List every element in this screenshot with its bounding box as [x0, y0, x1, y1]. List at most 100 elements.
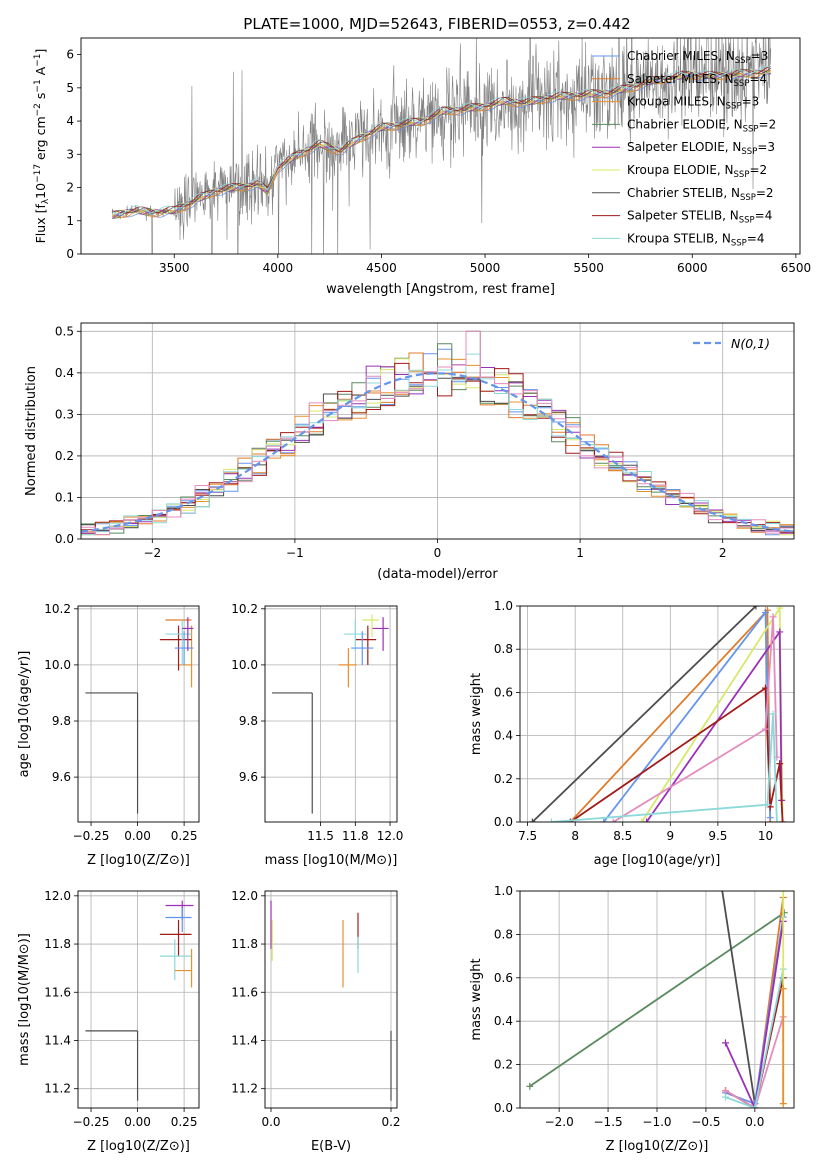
y-tick-label: 0.6 [494, 685, 513, 699]
x-axis-label: age [log10(age/yr)] [594, 853, 721, 868]
weight-marker [763, 801, 771, 809]
axes-frame [519, 890, 795, 1109]
legend-count: =2 [756, 186, 774, 200]
chart-residuals: −2 −1 0 1 2 0.0 0.1 0.2 0.3 0.4 0.5 (data-model)/er… [24, 322, 795, 582]
weight-marker [769, 613, 777, 621]
legend-count: =2 [759, 117, 777, 131]
y-tick-label: 10.2 [231, 602, 258, 616]
chart-age-vs-Z: −0.25 0.00 0.25 9.6 9.8 10.0 10.2 Z [log10(Z/Z⊙… [17, 602, 200, 868]
legend-model: Salpeter ELODIE, N [627, 140, 741, 154]
legend-count: =3 [751, 49, 769, 63]
x-tick-label: 0 [434, 546, 442, 560]
x-tick-label: 0.2 [381, 1115, 400, 1129]
label-part: λ [41, 198, 51, 204]
x-axis-label: wavelength [Angstrom, rest frame] [326, 282, 555, 297]
chart-mass-weight-vs-Z: −2.0 −1.5 −1.0 −0.5 0.0 0.0 0.2 0.4 0.6 0.8 1.0 Z [… [469, 884, 795, 1154]
weight-marker [779, 1100, 787, 1108]
y-tick-label: 11.8 [231, 937, 258, 951]
weight-line [551, 713, 778, 822]
weight-marker [643, 818, 651, 822]
x-tick-label: −2 [143, 546, 161, 560]
legend-model: Salpeter STELIB, N [627, 209, 739, 223]
y-tick-label: 0.2 [55, 449, 74, 463]
plot-area [265, 891, 397, 1108]
y-axis-label: Flux [fλ10−17 erg cm−2 s−1 A−1] [33, 49, 51, 244]
label-part: −1 [33, 79, 43, 92]
axes-frame [264, 890, 398, 1109]
label-part: ] [33, 49, 48, 54]
legend-model: Salpeter MILES, N [627, 72, 734, 86]
legend-count: =2 [749, 163, 767, 177]
x-tick-label: 5000 [470, 261, 501, 275]
y-tick-label: 11.2 [44, 1082, 71, 1096]
y-tick-label: 0.0 [55, 532, 74, 546]
x-tick-label: 0.00 [124, 1115, 151, 1129]
weight-marker [638, 818, 646, 822]
plot-area [111, 38, 772, 254]
legend-label: Salpeter MILES, NSSP=4 [627, 72, 767, 89]
legend-label: Kroupa ELODIE, NSSP=2 [627, 163, 767, 180]
y-tick-label: 11.6 [44, 985, 71, 999]
weight-marker [609, 818, 617, 822]
legend-sub: SSP [739, 216, 755, 226]
weight-marker [776, 760, 784, 768]
axes-frame [80, 37, 801, 255]
y-tick-label: 0.4 [494, 1014, 513, 1028]
model-spectrum-line [112, 66, 772, 214]
legend-sub: SSP [743, 124, 759, 134]
axes-frame [80, 322, 795, 540]
y-tick-label: 11.8 [44, 937, 71, 951]
weight-line [725, 968, 785, 1108]
legend-label: Kroupa STELIB, NSSP=4 [627, 231, 765, 248]
y-tick-label: 0.0 [494, 815, 513, 829]
data-spectrum-line [111, 38, 772, 254]
weight-marker [722, 1093, 729, 1101]
y-tick-label: 5 [66, 81, 74, 95]
weight-marker [722, 1039, 729, 1047]
chart-mass-weight-vs-age: 7.5 8 8.5 9 9.5 10 0.0 0.2 0.4 0.6 0.8 1.0 age [log1… [469, 599, 795, 868]
y-tick-label: 0.3 [55, 407, 74, 421]
x-tick-label: 7.5 [518, 829, 537, 843]
x-tick-label: 0.25 [171, 1115, 198, 1129]
x-tick-label: 8.5 [613, 829, 632, 843]
model-spectrum-line [112, 66, 772, 214]
x-tick-label: 10 [758, 829, 773, 843]
y-tick-label: 9.6 [239, 770, 258, 784]
label-part: −17 [33, 164, 43, 183]
y-axis-label: age [log10(age/yr)] [17, 651, 32, 778]
weight-line [721, 891, 756, 1104]
y-tick-label: 1 [66, 214, 74, 228]
legend-label: Salpeter STELIB, NSSP=4 [627, 209, 772, 226]
x-tick-label: 9.5 [708, 829, 727, 843]
x-tick-label: 11.8 [342, 829, 369, 843]
x-tick-label: 6500 [781, 261, 812, 275]
y-tick-label: 11.6 [231, 985, 258, 999]
label-part: Flux [f [33, 204, 48, 244]
x-tick-label: 4500 [366, 261, 397, 275]
x-axis-label: mass [log10(M/M⊙)] [265, 853, 398, 868]
x-tick-label: 2 [719, 546, 727, 560]
y-tick-label: 10.0 [44, 658, 71, 672]
x-tick-label: 0.00 [124, 829, 151, 843]
weight-line [724, 921, 785, 1108]
x-tick-label: −1 [286, 546, 304, 560]
weight-marker [600, 818, 608, 822]
y-tick-label: 10.0 [231, 658, 258, 672]
weight-marker [773, 818, 781, 822]
label-part: −2 [33, 103, 43, 116]
x-tick-label: 11.5 [307, 829, 334, 843]
weight-marker [761, 608, 769, 616]
x-tick-label: 12.0 [377, 829, 404, 843]
y-tick-label: 1.0 [494, 884, 513, 898]
y-tick-label: 0.4 [494, 729, 513, 743]
x-tick-label: 3500 [159, 261, 190, 275]
x-tick-label: −0.5 [691, 1115, 720, 1129]
legend-label: N(0,1) [731, 336, 770, 351]
legend-label: Salpeter ELODIE, NSSP=3 [627, 140, 775, 157]
legend-sub: SSP [734, 79, 750, 89]
y-tick-label: 0.4 [55, 366, 74, 380]
x-tick-label: 8 [571, 829, 579, 843]
chart-mass-vs-EBV: 0.0 0.2 11.2 11.4 11.6 11.8 12.0 E(B-V) [231, 889, 400, 1154]
weight-line [531, 606, 757, 822]
